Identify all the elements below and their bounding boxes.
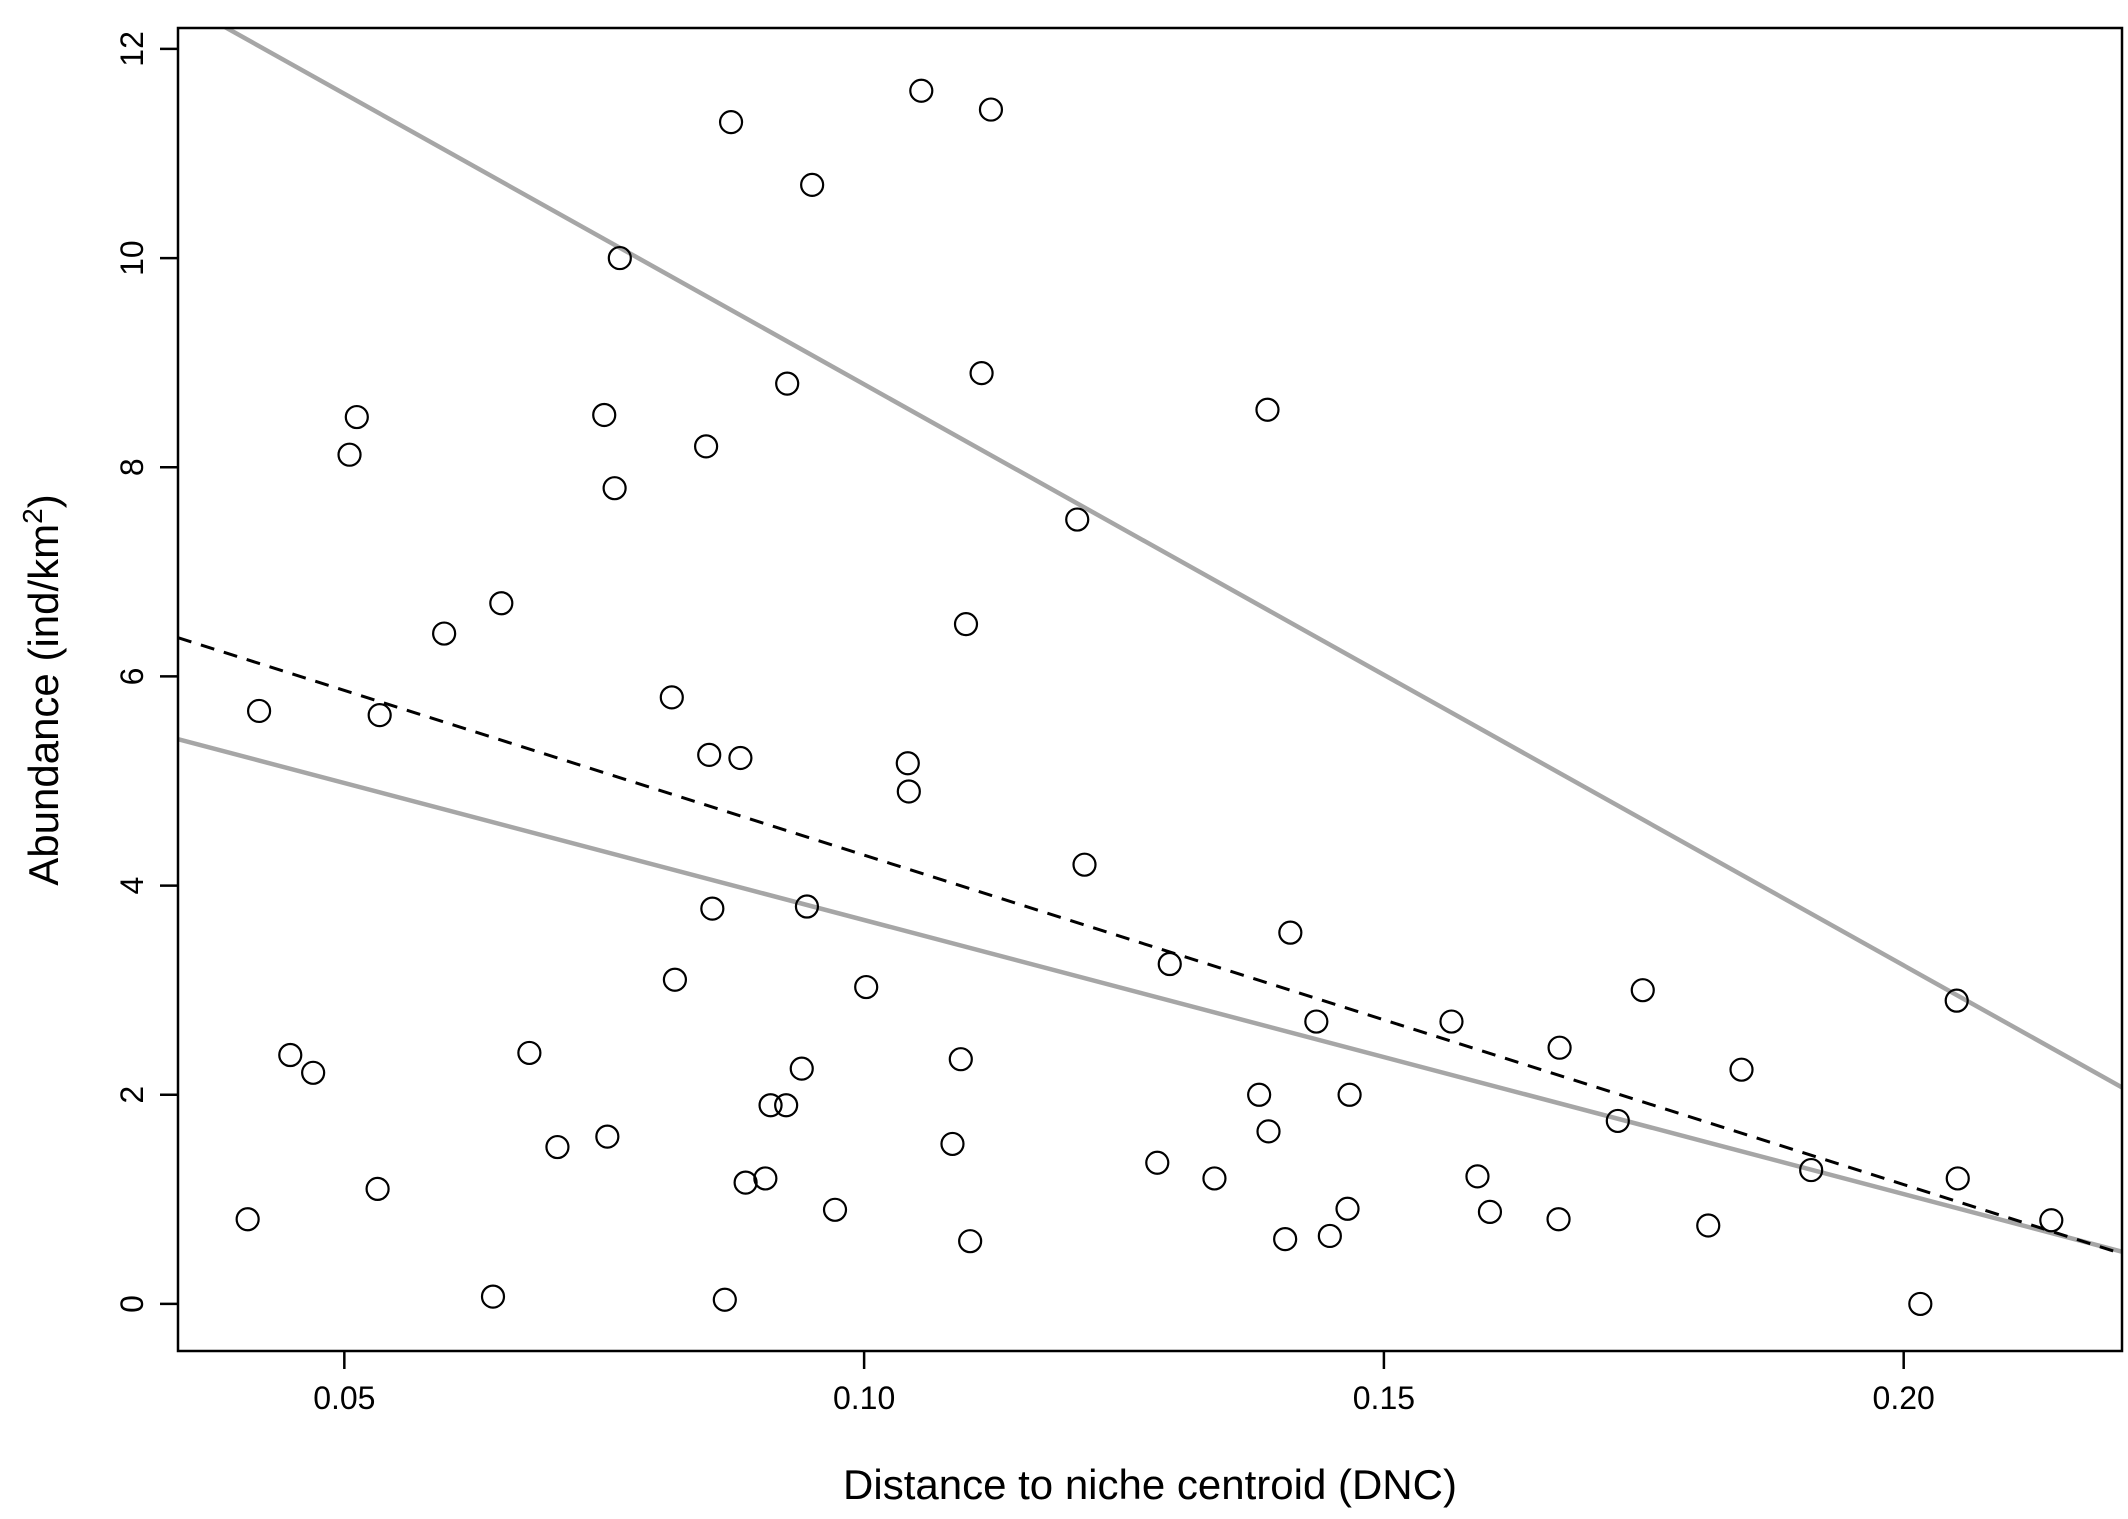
data-point [969, 361, 994, 386]
data-point [592, 402, 617, 428]
data-point [1729, 1057, 1754, 1082]
y-tick-label: 8 [114, 458, 150, 476]
data-point [1944, 988, 1969, 1013]
y-axis-title: Abundance (ind/km2) [17, 494, 67, 885]
data-point [733, 1170, 758, 1195]
solid-fit-line-1 [222, 28, 2122, 1090]
plot-area-frame [176, 26, 2124, 1353]
dashed-fit-line [178, 636, 2122, 1256]
data-point [662, 967, 688, 992]
data-point [545, 1134, 570, 1160]
data-point [246, 698, 272, 724]
data-point [728, 745, 753, 771]
data-point [712, 1287, 737, 1312]
data-point [1273, 1226, 1298, 1252]
y-axis-title-close: ) [20, 494, 67, 508]
data-point [1945, 1166, 1970, 1191]
data-point [794, 894, 820, 919]
data-points [235, 78, 2064, 1317]
data-point [1304, 1009, 1329, 1034]
data-point [694, 434, 719, 459]
x-tick-label: 0.05 [313, 1380, 375, 1416]
data-point [489, 591, 514, 616]
data-point [1256, 1119, 1281, 1144]
x-tick-label: 0.20 [1873, 1380, 1935, 1416]
solid-fit-line-2 [178, 737, 2122, 1254]
x-axis: 0.05 0.10 0.15 0.20 [313, 1351, 1935, 1416]
data-point [774, 1093, 799, 1118]
y-tick-label: 12 [114, 31, 150, 67]
data-point [235, 1207, 260, 1232]
data-point [1908, 1291, 1933, 1317]
data-point [517, 1040, 542, 1066]
data-point [1072, 852, 1097, 877]
y-axis-title-main: Abundance (ind/km [20, 524, 67, 886]
data-point [1477, 1199, 1503, 1225]
data-point [948, 1047, 973, 1072]
data-point [718, 110, 744, 135]
data-point [1202, 1166, 1227, 1191]
data-point [958, 1229, 983, 1254]
data-point [895, 751, 920, 776]
data-point [432, 621, 457, 646]
data-point [365, 1176, 390, 1201]
data-point [822, 1197, 848, 1222]
data-point [1335, 1196, 1360, 1221]
data-point [1065, 507, 1090, 532]
data-point [1465, 1164, 1490, 1189]
data-point [344, 404, 369, 430]
data-point [1799, 1157, 1824, 1183]
data-point [978, 97, 1004, 122]
data-point [1546, 1207, 1571, 1232]
x-tick-label: 0.15 [1353, 1380, 1415, 1416]
data-point [753, 1166, 778, 1191]
data-point [1547, 1035, 1572, 1060]
data-point [2039, 1208, 2064, 1233]
y-tick-label: 4 [114, 877, 150, 895]
data-point [800, 172, 825, 197]
fit-lines [178, 28, 2122, 1256]
data-point [1317, 1223, 1342, 1249]
data-point [896, 779, 921, 804]
data-point [480, 1284, 506, 1309]
data-point [940, 1131, 965, 1157]
data-point [1605, 1108, 1630, 1134]
data-point [758, 1093, 783, 1118]
data-point [775, 371, 800, 396]
data-point [1439, 1009, 1464, 1034]
y-tick-label: 6 [114, 668, 150, 686]
data-point [595, 1124, 620, 1149]
data-point [1696, 1213, 1721, 1238]
data-point [700, 896, 725, 921]
data-point [1255, 397, 1280, 422]
data-point [607, 245, 632, 271]
data-point [1278, 920, 1303, 945]
y-axis: 0 2 4 6 8 10 12 [114, 31, 178, 1313]
data-point [1247, 1082, 1272, 1107]
y-tick-label: 0 [114, 1295, 150, 1313]
data-point [301, 1060, 326, 1085]
data-point [602, 476, 627, 501]
data-point [697, 742, 722, 767]
y-tick-label: 2 [114, 1086, 150, 1104]
data-point [278, 1042, 303, 1068]
data-point [909, 78, 934, 103]
data-point [1630, 978, 1655, 1003]
y-tick-label: 10 [114, 240, 150, 276]
data-point [367, 703, 392, 728]
data-point [1145, 1150, 1170, 1175]
y-axis-title-superscript: 2 [17, 508, 48, 524]
data-point [789, 1056, 814, 1081]
x-tick-label: 0.10 [833, 1380, 895, 1416]
data-point [854, 974, 879, 1000]
data-point [659, 685, 684, 710]
data-point [953, 612, 979, 637]
data-point [1157, 951, 1182, 977]
data-point [337, 442, 362, 467]
data-point [1337, 1082, 1362, 1107]
x-axis-title: Distance to niche centroid (DNC) [843, 1461, 1457, 1508]
